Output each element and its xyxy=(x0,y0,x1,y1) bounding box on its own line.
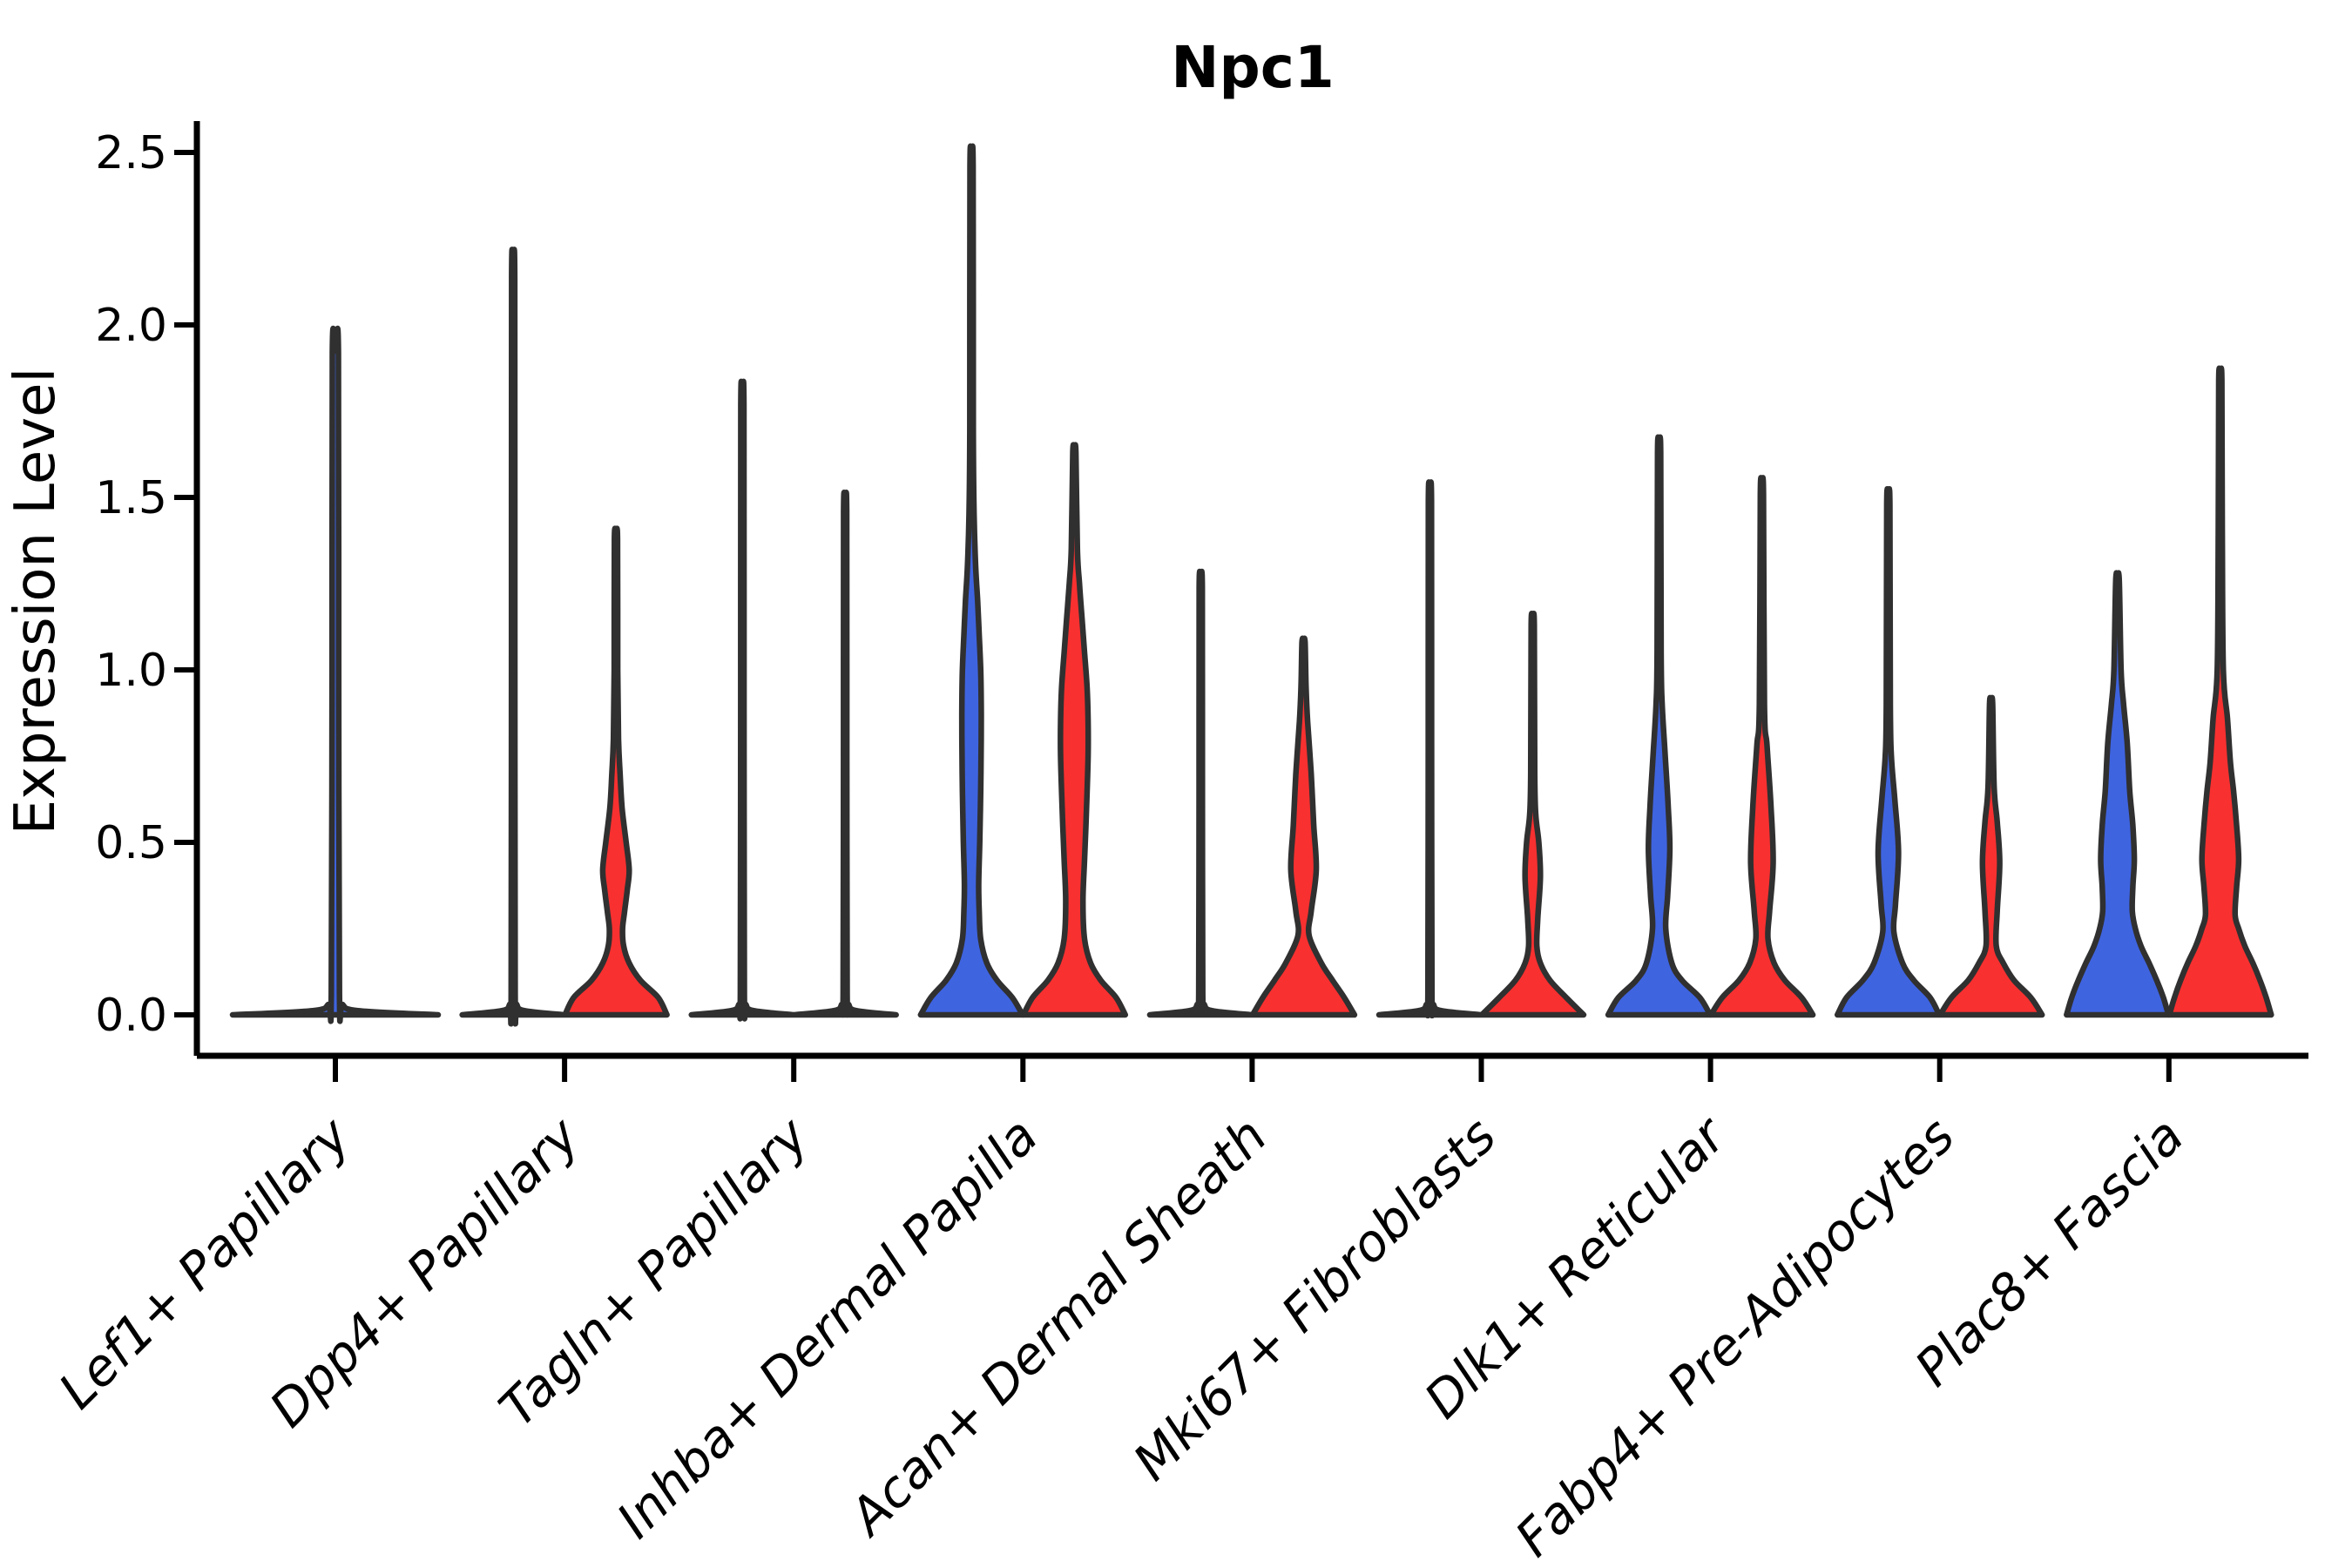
violin-blue-dlk1-reticular xyxy=(1605,434,1713,1018)
violin-red-fabp4-pre-adipocytes xyxy=(1936,694,2045,1018)
y-tick-label: 1.0 xyxy=(95,645,167,697)
violin-red-plac8-fascia xyxy=(2166,365,2274,1018)
violin-red-dlk1-reticular xyxy=(1707,475,1816,1018)
violin-red-acan-dermal-sheath xyxy=(1249,635,1358,1018)
violin-blue-plac8-fascia xyxy=(2064,570,2172,1018)
violin-red-inhba-dermal-papilla xyxy=(1020,442,1129,1018)
y-tick-label: 2.5 xyxy=(95,127,167,179)
y-tick-label: 0.5 xyxy=(95,817,167,869)
violin-blue-fabp4-pre-adipocytes xyxy=(1834,485,1943,1018)
y-tick-label: 1.5 xyxy=(95,472,167,524)
violin-blue-mki67-fibroblasts xyxy=(1375,479,1484,1019)
violin-blue-dpp4-papillary xyxy=(459,247,567,1027)
violin-blue-tagln-papillary xyxy=(688,378,796,1022)
violin-red-dpp4-papillary xyxy=(562,525,670,1018)
y-tick-label: 0.0 xyxy=(95,990,167,1042)
violin-red-tagln-papillary xyxy=(791,490,899,1018)
violin-red-mki67-fibroblasts xyxy=(1478,611,1587,1018)
chart-title: Npc1 xyxy=(1171,34,1335,101)
violin-blue-lef1-papillary xyxy=(229,325,442,1024)
violin-blue-inhba-dermal-papilla xyxy=(917,143,1026,1018)
violin-blue-acan-dermal-sheath xyxy=(1146,568,1255,1018)
y-axis-label: Expression Level xyxy=(3,368,68,835)
violins-layer xyxy=(229,143,2274,1027)
y-tick-label: 2.0 xyxy=(95,300,167,352)
